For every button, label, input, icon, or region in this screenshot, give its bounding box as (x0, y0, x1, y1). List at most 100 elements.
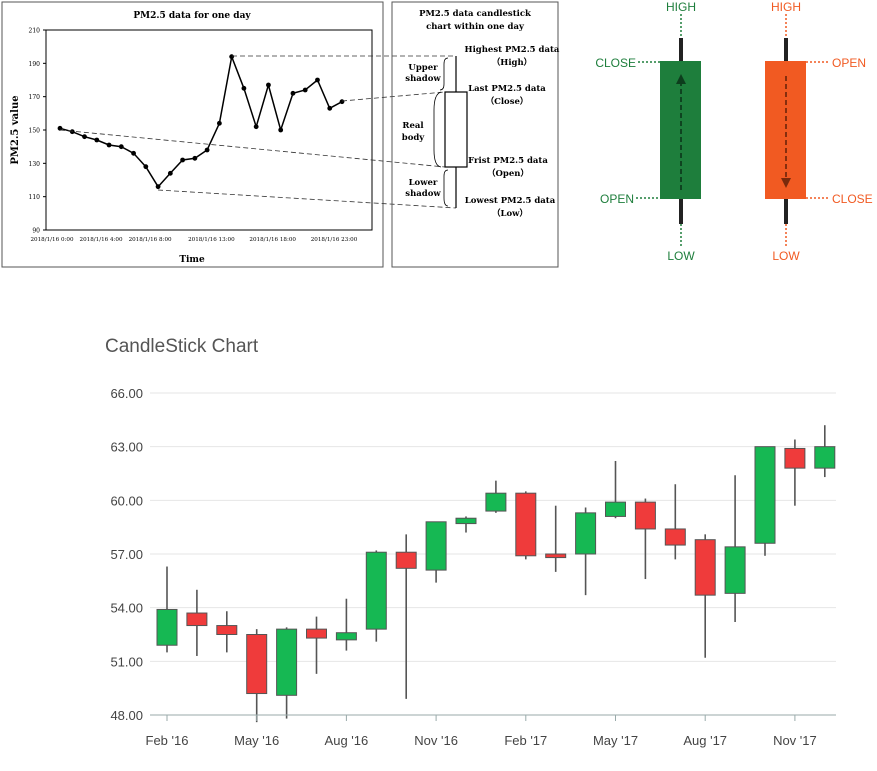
candlestick-x-tick-label: Aug '17 (683, 733, 727, 748)
pm25-data-point (229, 54, 235, 60)
candle-up (365, 550, 387, 642)
candlestick-x-tick-label: Nov '17 (773, 733, 817, 748)
pm25-data-point (315, 77, 320, 83)
candle-body (754, 446, 776, 544)
pm25-y-tick-label: 210 (29, 28, 41, 35)
pm25-data-point (278, 127, 284, 133)
pm25-data-point (82, 134, 87, 140)
candlestick-y-tick-label: 54.00 (110, 601, 143, 616)
candle-body (485, 492, 507, 512)
pm25-x-tick-label: 2018/1/16 0:00 (30, 237, 73, 243)
pm25-y-tick-label: 190 (29, 61, 41, 68)
pm25-chart-title: PM2.5 data for one day (133, 11, 251, 21)
open-label-2: （Open） (487, 168, 529, 179)
real-body-label-1: Real (402, 121, 424, 131)
pm25-x-tick-label: 2018/1/16 13:00 (188, 237, 235, 243)
pm25-data-point (327, 105, 333, 111)
candle-body (335, 632, 357, 641)
pm25-data-point (290, 90, 296, 96)
bear-low-label: LOW (772, 249, 800, 263)
open-label-1: Frist PM2.5 data (468, 156, 548, 166)
candle-down (664, 484, 686, 560)
candlestick-x-tick-label: May '17 (593, 733, 638, 748)
candle-up (156, 566, 178, 653)
candle-explanation-frame (391, 1, 559, 268)
pm25-x-axis-label: Time (179, 255, 205, 265)
candlestick-x-tick-label: Feb '17 (504, 733, 547, 748)
candle-body (306, 628, 327, 639)
candle-body (455, 517, 477, 525)
candle-body (425, 521, 447, 571)
pm25-connector-lines (59, 55, 457, 209)
pm25-data-point (143, 164, 149, 170)
bullish-candle: HIGH CLOSE OPEN LOW (595, 0, 701, 263)
candle-down (186, 589, 208, 656)
candlestick-x-tick-label: Aug '16 (325, 733, 369, 748)
candle-down (784, 439, 806, 506)
pm25-data-point (216, 120, 222, 126)
candle-up (425, 521, 447, 583)
bull-low-label: LOW (667, 249, 695, 263)
pm25-x-tick-label: 2018/1/16 8:00 (129, 237, 172, 243)
candle-body (365, 551, 387, 630)
pm25-data-point (57, 125, 63, 131)
candlestick-y-tick-label: 51.00 (110, 654, 143, 669)
pm25-y-tick-label: 170 (29, 94, 41, 101)
candle-legend-diagram: HIGH CLOSE OPEN LOW HIGH OPEN CLOSE LOW (595, 0, 872, 263)
low-label-2: （Low） (492, 208, 528, 219)
close-label-2: （Close） (486, 96, 529, 107)
candle-body (276, 628, 298, 696)
candlestick-y-tick-label: 60.00 (110, 493, 143, 508)
candlestick-chart-title: CandleStick Chart (105, 336, 259, 357)
candle-up (575, 507, 597, 596)
pm25-data-point (241, 85, 247, 91)
connector-low (157, 189, 457, 209)
candlestick-y-tick-label: 66.00 (110, 386, 143, 401)
pm25-data-point (204, 147, 210, 153)
bearish-candle: HIGH OPEN CLOSE LOW (765, 0, 873, 263)
candle-real-body (444, 91, 468, 168)
pm25-y-tick-label: 110 (29, 194, 41, 201)
candlestick-y-tick-label: 63.00 (110, 440, 143, 455)
pm25-y-axis-label: PM2.5 value (10, 95, 21, 164)
pm25-data-point (94, 137, 100, 143)
upper-shadow-bracket (439, 57, 449, 91)
pm25-data-point (155, 184, 161, 190)
connector-open (59, 129, 446, 168)
candle-down (216, 611, 238, 653)
upper-shadow-label-1: Upper (408, 63, 438, 73)
pm25-data-point (118, 144, 124, 150)
pm25-data-point (106, 142, 112, 148)
bull-open-label: OPEN (600, 192, 634, 206)
candle-up (335, 598, 357, 651)
candle-body (784, 447, 806, 469)
candle-up (754, 446, 776, 556)
pm25-data-point (266, 82, 271, 88)
candlestick-y-tick-label: 57.00 (110, 547, 143, 562)
candle-body (216, 625, 238, 635)
candle-up (455, 516, 477, 533)
close-label-1: Last PM2.5 data (468, 84, 546, 94)
pm25-data-point (131, 150, 136, 156)
pm25-data-point (180, 157, 186, 163)
candle-body (664, 528, 686, 546)
pm25-x-tick-label: 2018/1/16 18:00 (249, 237, 296, 243)
candle-brackets (433, 57, 449, 207)
pm25-x-tick-label: 2018/1/16 23:00 (311, 237, 358, 243)
high-label-2: （High） (492, 57, 532, 68)
candle-up (724, 475, 746, 622)
candle-down (306, 616, 327, 674)
candle-down (694, 534, 716, 658)
pm25-line-chart: PM2.5 data for one day PM2.5 value Time … (1, 1, 457, 268)
upper-shadow-label-2: shadow (405, 74, 441, 84)
lower-shadow-bracket (443, 169, 449, 207)
real-body-bracket (433, 91, 442, 168)
bull-close-label: CLOSE (595, 56, 636, 70)
pm25-y-tick-label: 130 (29, 161, 41, 168)
candle-body (545, 553, 567, 559)
pm25-x-tick-label: 2018/1/16 4:00 (80, 237, 123, 243)
pm25-plot-area (45, 29, 373, 231)
pm25-data-point (69, 129, 75, 135)
pm25-candle-explanation: PM2.5 data candlestick chart within one … (391, 1, 560, 268)
